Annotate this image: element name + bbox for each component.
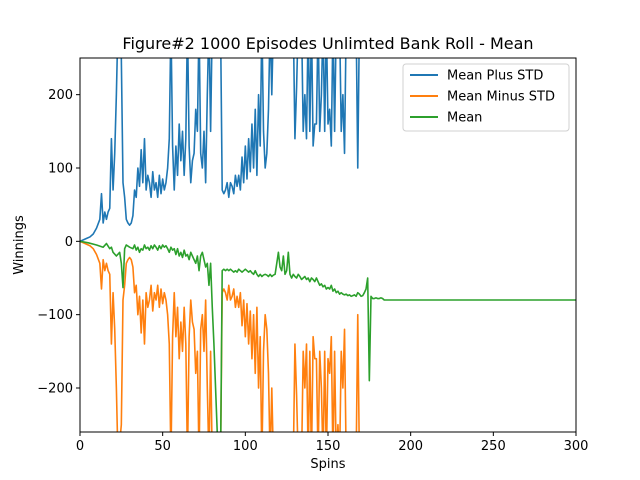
x-tick-label: 150 xyxy=(316,439,341,454)
legend-label-3: Mean xyxy=(447,111,482,126)
legend-frame xyxy=(402,63,570,132)
y-tick-label: 200 xyxy=(48,88,73,103)
series-line-2 xyxy=(80,240,360,432)
x-tick-label: 100 xyxy=(233,439,258,454)
series-layer xyxy=(80,58,576,432)
x-tick-label: 200 xyxy=(398,439,423,454)
x-tick-label: 300 xyxy=(564,439,589,454)
legend-label-1: Mean Plus STD xyxy=(447,69,543,84)
x-tick-label: 250 xyxy=(481,439,506,454)
x-axis-label: Spins xyxy=(310,457,345,472)
y-axis-ticks: −200 −100 0 100 200 xyxy=(37,88,80,397)
y-axis-label: Winnings xyxy=(12,215,27,275)
chart-title: Figure#2 1000 Episodes Unlimted Bank Rol… xyxy=(122,34,533,53)
y-tick-label: −200 xyxy=(37,382,73,397)
legend-label-2: Mean Minus STD xyxy=(447,90,555,105)
x-tick-label: 0 xyxy=(76,439,84,454)
y-tick-label: 100 xyxy=(48,162,73,177)
x-tick-label: 50 xyxy=(154,439,171,454)
y-tick-label: −100 xyxy=(37,308,73,323)
series-line-3 xyxy=(80,240,576,432)
legend: Mean Plus STD Mean Minus STD Mean xyxy=(402,63,570,132)
y-tick-label: 0 xyxy=(65,235,73,250)
series-line-1 xyxy=(80,58,360,243)
x-axis-ticks: 0 50 100 150 200 250 300 xyxy=(76,432,589,454)
